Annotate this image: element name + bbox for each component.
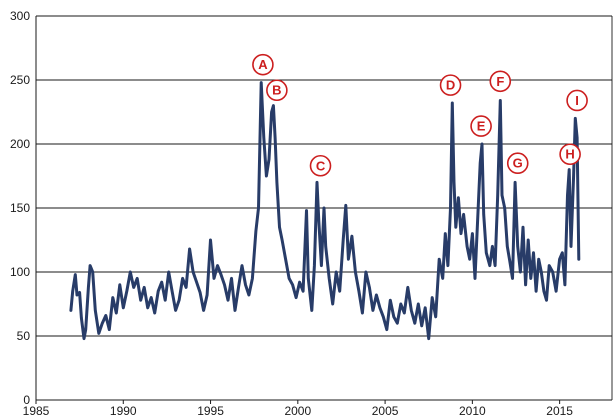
y-tick-label: 0 [23,393,30,407]
annotation-C: C [309,154,332,177]
y-tick-label: 200 [10,137,30,151]
y-tick-label: 50 [17,329,31,343]
annotation-label: I [575,93,579,108]
annotation-label: H [565,147,574,162]
y-tick-label: 250 [10,73,30,87]
annotation-circle [559,143,581,166]
annotation-A: A [252,53,274,76]
annotation-G: G [506,152,529,174]
y-tick-label: 150 [10,201,30,215]
annotation-circle [439,74,462,96]
annotation-F: F [489,70,512,93]
annotation-circle [506,152,529,174]
annotation-circle [309,154,332,177]
x-tick-label: 2015 [546,404,573,418]
annotation-circle [566,89,588,112]
annotation-label: F [496,74,504,89]
annotation-B: B [266,79,288,102]
axes [35,16,613,404]
annotation-label: C [316,158,326,173]
annotation-circle [470,115,492,137]
tick-labels: 0 50 100 150 200 250 300 1985 1990 1995 2000 2005 20… [10,9,573,418]
x-tick-label: 1995 [197,404,224,418]
annotation-circle [489,70,512,93]
x-tick-label: 2010 [459,404,486,418]
annotation-label: G [513,156,523,171]
annotation-E: E [470,115,492,137]
x-tick-label: 2000 [284,404,311,418]
annotation-D: D [439,74,462,96]
annotation-label: B [272,83,281,98]
annotation-I: I [566,89,588,112]
annotations: AB C D E F G H I [252,53,588,177]
annotation-circle [252,53,274,76]
series-line-0 [69,81,581,341]
annotation-label: E [477,119,486,134]
annotation-label: A [258,57,268,72]
y-tick-label: 100 [10,265,30,279]
series-group [69,81,581,341]
x-tick-label: 2005 [372,404,399,418]
x-tick-label: 1990 [110,404,137,418]
annotation-H: H [559,143,581,166]
annotation-label: D [446,78,455,93]
y-tick-label: 300 [10,9,30,23]
annotation-circle [266,79,288,102]
x-tick-label: 1985 [23,404,50,418]
